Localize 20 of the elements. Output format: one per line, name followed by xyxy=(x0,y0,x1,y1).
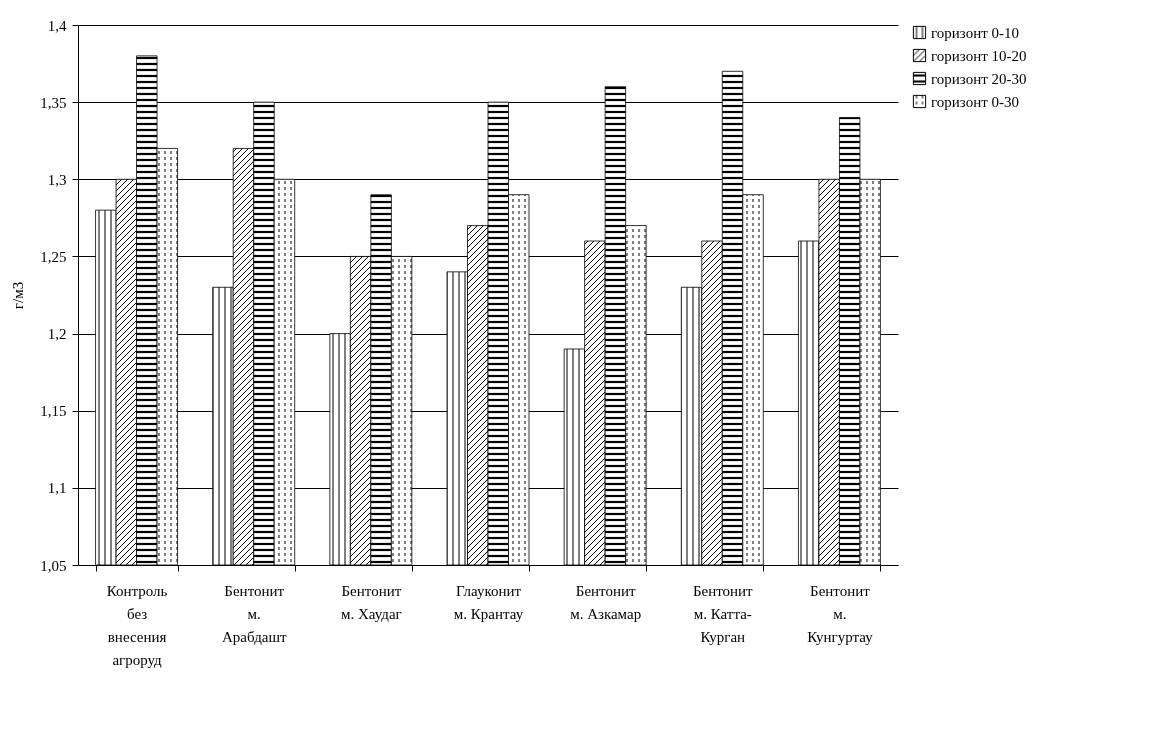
legend-label: горизонт 0-30 xyxy=(931,93,1019,110)
y-tick-label: 1,15 xyxy=(40,403,67,420)
x-tick-label: Бентонит м. Арабдашт xyxy=(221,582,287,645)
y-tick-label: 1,3 xyxy=(47,171,67,188)
y-tick-label: 1,1 xyxy=(47,480,67,497)
legend-label: горизонт 10-20 xyxy=(931,47,1027,64)
y-tick-label: 1,4 xyxy=(47,17,67,34)
x-tick-label: Глауконит м. Крантау xyxy=(453,582,524,622)
x-tick-label: Бентонит м. Кунгуртау xyxy=(807,582,874,645)
x-tick-label: Бентонит м. Катта- Курган xyxy=(692,582,754,645)
x-tick-label: Контроль без внесения агроруд xyxy=(106,582,168,668)
y-tick-label: 1,35 xyxy=(40,94,67,111)
legend-label: горизонт 0-10 xyxy=(931,24,1019,41)
x-tick-label: Бентонит м. Азкамар xyxy=(570,582,642,622)
y-tick-label: 1,05 xyxy=(40,557,67,574)
y-tick-label: 1,25 xyxy=(40,248,67,265)
x-tick-label: Бентонит м. Хаудаг xyxy=(341,582,402,622)
y-tick-label: 1,2 xyxy=(47,326,67,343)
y-axis-title: г/м3 xyxy=(10,281,27,310)
legend-label: горизонт 20-30 xyxy=(931,70,1027,87)
